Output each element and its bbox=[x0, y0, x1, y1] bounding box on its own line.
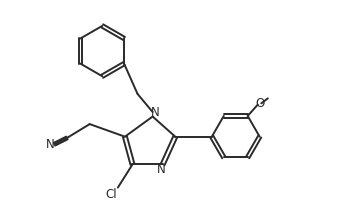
Text: N: N bbox=[157, 163, 166, 176]
Text: Cl: Cl bbox=[106, 188, 117, 201]
Text: O: O bbox=[256, 97, 265, 110]
Text: N: N bbox=[46, 138, 55, 151]
Text: N: N bbox=[151, 105, 160, 118]
